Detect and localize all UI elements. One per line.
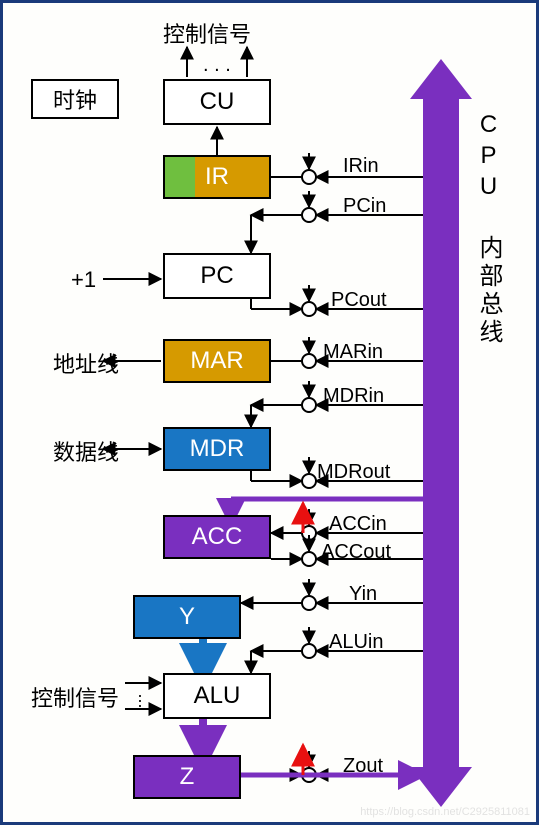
clock-box: 时钟: [31, 79, 119, 119]
watermark: https://blog.csdn.net/C2925811081: [360, 806, 530, 818]
block-ir: IR: [163, 155, 271, 199]
block-y: Y: [133, 595, 241, 639]
top-control-label: 控制信号: [163, 17, 251, 49]
block-mdr: MDR: [163, 427, 271, 471]
signal-IRin: IRin: [343, 155, 379, 178]
block-acc: ACC: [163, 515, 271, 559]
block-z: Z: [133, 755, 241, 799]
signal-ACCout: ACCout: [321, 541, 391, 564]
bottom-control-label: 控制信号: [31, 681, 119, 713]
ctrl-to-alu: ...: [125, 683, 161, 709]
diagram-canvas: . . . ...: [0, 0, 539, 825]
data-label: 数据线: [53, 435, 119, 467]
signal-Zout: Zout: [343, 755, 383, 778]
signal-MARin: MARin: [323, 341, 383, 364]
bus-shape: [410, 59, 472, 807]
signal-ACCin: ACCin: [329, 513, 387, 536]
signal-PCin: PCin: [343, 195, 386, 218]
signal-Yin: Yin: [349, 583, 377, 606]
addr-label: 地址线: [53, 347, 119, 379]
block-cu: CU: [163, 79, 271, 125]
signal-MDRin: MDRin: [323, 385, 384, 408]
block-pc: PC: [163, 253, 271, 299]
signal-MDRout: MDRout: [317, 461, 390, 484]
svg-text:. . .: . . .: [203, 54, 231, 76]
signal-ALUin: ALUin: [329, 631, 383, 654]
signal-PCout: PCout: [331, 289, 387, 312]
block-mar: MAR: [163, 339, 271, 383]
plus1-label: +1: [71, 267, 96, 293]
svg-text:...: ...: [135, 693, 155, 708]
cu-top-arrows: . . .: [187, 47, 247, 77]
block-alu: ALU: [163, 673, 271, 719]
bus-label: CPU 内部总线: [471, 111, 506, 347]
